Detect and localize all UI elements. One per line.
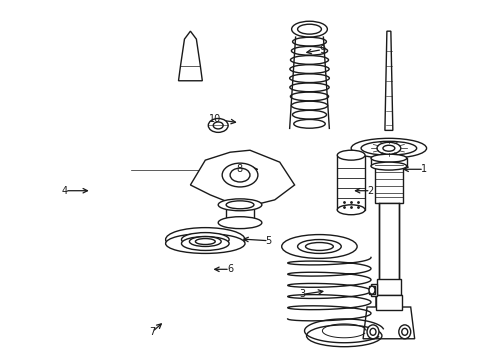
Text: 4: 4 bbox=[62, 186, 68, 196]
Ellipse shape bbox=[382, 145, 394, 151]
Polygon shape bbox=[384, 31, 392, 130]
Ellipse shape bbox=[181, 233, 229, 247]
Bar bbox=[337, 155, 365, 210]
Ellipse shape bbox=[337, 150, 365, 160]
Polygon shape bbox=[178, 31, 202, 81]
Ellipse shape bbox=[360, 141, 416, 155]
Polygon shape bbox=[362, 295, 414, 339]
Ellipse shape bbox=[230, 168, 249, 182]
Ellipse shape bbox=[297, 239, 341, 253]
Text: 10: 10 bbox=[209, 114, 221, 124]
Ellipse shape bbox=[369, 328, 375, 335]
Ellipse shape bbox=[222, 163, 257, 187]
Ellipse shape bbox=[337, 205, 365, 215]
Bar bbox=[225, 205, 253, 223]
Bar bbox=[370, 284, 376, 296]
Polygon shape bbox=[368, 286, 374, 294]
Ellipse shape bbox=[181, 237, 229, 251]
Ellipse shape bbox=[225, 201, 253, 209]
Ellipse shape bbox=[291, 21, 326, 37]
Ellipse shape bbox=[281, 235, 356, 258]
Ellipse shape bbox=[398, 325, 410, 339]
Ellipse shape bbox=[305, 243, 333, 251]
Ellipse shape bbox=[165, 234, 244, 253]
Ellipse shape bbox=[213, 122, 223, 129]
Ellipse shape bbox=[218, 199, 262, 211]
Text: 7: 7 bbox=[149, 327, 155, 337]
Ellipse shape bbox=[370, 162, 406, 170]
Text: 5: 5 bbox=[265, 236, 271, 246]
Text: 1: 1 bbox=[420, 164, 426, 174]
Text: 6: 6 bbox=[226, 264, 232, 274]
Ellipse shape bbox=[297, 24, 321, 34]
Text: 9: 9 bbox=[319, 45, 325, 55]
Ellipse shape bbox=[350, 138, 426, 158]
Bar bbox=[374, 158, 402, 203]
Polygon shape bbox=[190, 150, 294, 205]
Bar bbox=[376, 279, 400, 295]
Ellipse shape bbox=[401, 328, 407, 335]
Text: 8: 8 bbox=[236, 164, 242, 174]
Ellipse shape bbox=[376, 142, 400, 154]
Bar bbox=[378, 203, 398, 282]
Ellipse shape bbox=[195, 239, 215, 244]
Bar bbox=[370, 158, 406, 166]
Ellipse shape bbox=[208, 118, 228, 132]
Ellipse shape bbox=[368, 286, 374, 294]
Ellipse shape bbox=[165, 228, 244, 251]
Ellipse shape bbox=[218, 217, 262, 229]
Text: 2: 2 bbox=[367, 186, 373, 196]
Ellipse shape bbox=[189, 237, 221, 247]
Bar bbox=[375, 295, 401, 310]
Text: 3: 3 bbox=[299, 289, 305, 299]
Ellipse shape bbox=[366, 325, 378, 339]
Ellipse shape bbox=[370, 154, 406, 162]
